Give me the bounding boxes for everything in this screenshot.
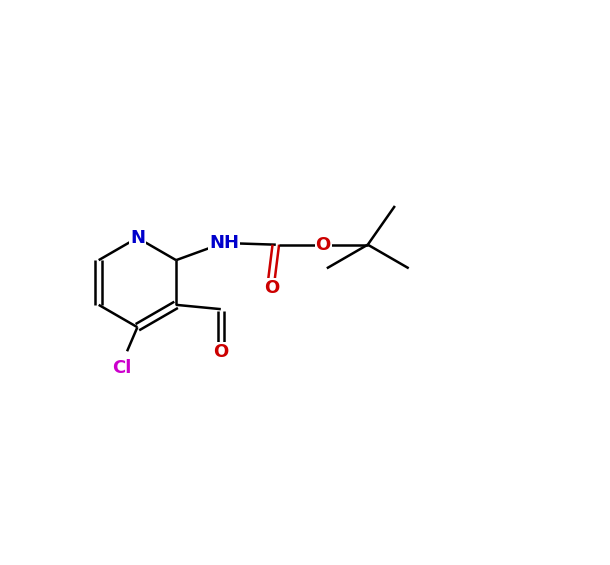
Text: O: O	[264, 279, 279, 297]
Text: O: O	[315, 236, 331, 254]
Text: Cl: Cl	[112, 359, 132, 377]
Text: O: O	[213, 343, 228, 361]
Text: NH: NH	[209, 234, 239, 252]
Text: N: N	[130, 229, 145, 247]
